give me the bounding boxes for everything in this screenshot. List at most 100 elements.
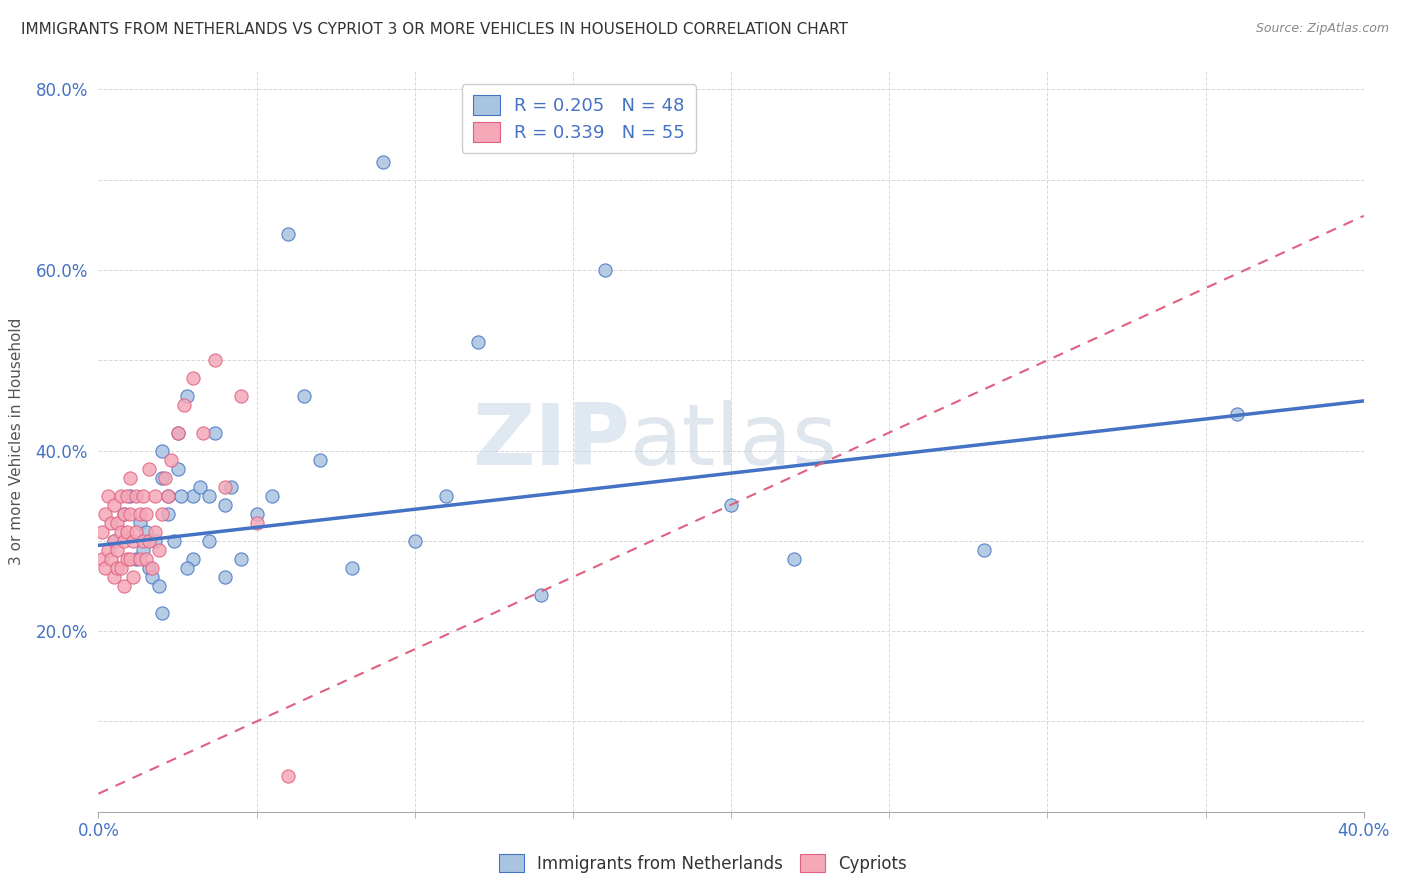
Point (141, 570, 163, 584)
Point (157, 489, 180, 503)
Point (157, 507, 180, 521)
Point (145, 489, 166, 503)
Point (150, 443, 173, 458)
Point (112, 579, 135, 593)
Point (150, 507, 173, 521)
Point (115, 524, 138, 539)
Point (246, 507, 269, 521)
Point (150, 606, 173, 620)
Point (198, 533, 221, 548)
Text: atlas: atlas (630, 400, 838, 483)
Point (120, 489, 141, 503)
Point (467, 335, 489, 350)
Point (110, 561, 132, 575)
Legend: R = 0.205   N = 48, R = 0.339   N = 55: R = 0.205 N = 48, R = 0.339 N = 55 (461, 84, 696, 153)
Point (107, 561, 129, 575)
Point (404, 533, 426, 548)
Point (166, 461, 188, 475)
Point (277, 227, 299, 241)
Point (128, 552, 150, 566)
Point (145, 533, 166, 548)
Text: IMMIGRANTS FROM NETHERLANDS VS CYPRIOT 3 OR MORE VEHICLES IN HOUSEHOLD CORRELATI: IMMIGRANTS FROM NETHERLANDS VS CYPRIOT 3… (21, 22, 848, 37)
Point (125, 489, 148, 503)
Text: Source: ZipAtlas.com: Source: ZipAtlas.com (1256, 22, 1389, 36)
Point (107, 516, 129, 530)
Point (97, 542, 120, 557)
Point (262, 489, 284, 503)
Point (90, 552, 112, 566)
Point (132, 533, 155, 548)
Point (135, 552, 157, 566)
Point (115, 552, 138, 566)
Point (166, 425, 188, 440)
Point (204, 353, 226, 368)
Point (157, 489, 180, 503)
Point (214, 570, 236, 584)
Point (120, 507, 141, 521)
Point (135, 507, 157, 521)
Point (1226, 408, 1249, 422)
Point (125, 552, 148, 566)
Point (183, 489, 205, 503)
Point (103, 498, 125, 512)
Point (214, 498, 236, 512)
Point (122, 533, 145, 548)
Point (188, 480, 211, 494)
Point (120, 470, 141, 484)
Point (198, 489, 221, 503)
Point (112, 507, 135, 521)
Point (122, 570, 145, 584)
Point (436, 489, 458, 503)
Point (309, 452, 332, 467)
Point (93, 507, 117, 521)
Point (214, 480, 236, 494)
Point (100, 516, 122, 530)
Point (340, 561, 363, 575)
Legend: Immigrants from Netherlands, Cypriots: Immigrants from Netherlands, Cypriots (492, 847, 914, 880)
Point (783, 552, 806, 566)
Point (103, 533, 125, 548)
Point (110, 489, 132, 503)
Point (191, 425, 214, 440)
Point (173, 399, 195, 413)
Point (103, 533, 125, 548)
Point (229, 552, 252, 566)
Point (141, 561, 163, 575)
Point (128, 507, 150, 521)
Text: ZIP: ZIP (472, 400, 630, 483)
Point (371, 154, 394, 169)
Point (166, 425, 188, 440)
Point (125, 524, 148, 539)
Point (229, 389, 252, 403)
Point (277, 769, 299, 783)
Point (183, 371, 205, 385)
Point (163, 533, 186, 548)
Point (292, 389, 315, 403)
Point (115, 489, 138, 503)
Point (112, 533, 135, 548)
Point (128, 516, 150, 530)
Point (153, 470, 176, 484)
Point (90, 524, 112, 539)
Point (138, 561, 160, 575)
Point (100, 552, 122, 566)
Point (148, 579, 170, 593)
Point (530, 588, 553, 602)
Point (107, 542, 129, 557)
Point (138, 533, 160, 548)
Point (135, 524, 157, 539)
Point (145, 524, 166, 539)
Point (593, 263, 616, 277)
Point (176, 389, 198, 403)
Point (138, 461, 160, 475)
Point (112, 507, 135, 521)
Point (176, 561, 198, 575)
Point (120, 552, 141, 566)
Point (132, 489, 155, 503)
Point (973, 542, 995, 557)
Point (204, 425, 226, 440)
Point (246, 516, 269, 530)
Point (150, 470, 173, 484)
Y-axis label: 3 or more Vehicles in Household: 3 or more Vehicles in Household (10, 318, 24, 566)
Point (183, 552, 205, 566)
